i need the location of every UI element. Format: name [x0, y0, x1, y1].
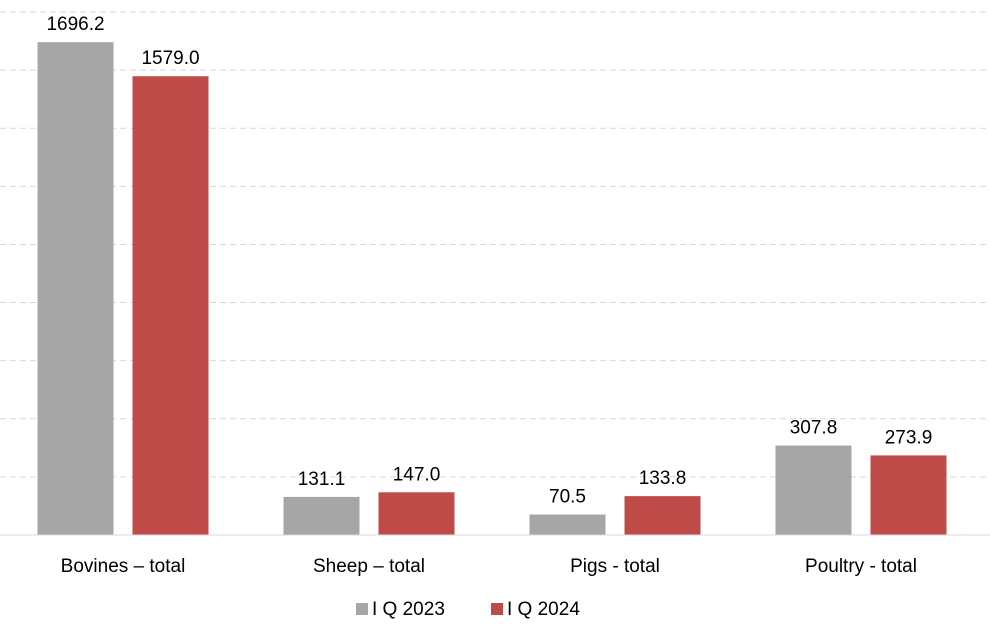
x-tick-label: Sheep – total	[313, 556, 425, 577]
bar-iq2023	[529, 514, 606, 535]
x-axis-tick-labels: Bovines – total Sheep – total Pigs - total…	[61, 556, 917, 577]
data-labels: 1696.2 1579.0 131.1 147.0 70.5 133.8 307.8 273.…	[46, 14, 932, 507]
bar-iq2023	[283, 496, 360, 535]
x-tick-label: Poultry - total	[805, 556, 917, 577]
data-label: 133.8	[639, 468, 687, 489]
data-label: 273.9	[885, 427, 933, 448]
legend-swatch	[491, 603, 503, 615]
legend-label: I Q 2023	[372, 599, 445, 620]
legend-label: I Q 2024	[507, 599, 580, 620]
data-label: 147.0	[393, 464, 441, 485]
legend-swatch	[356, 603, 368, 615]
data-label: 131.1	[298, 469, 346, 490]
data-label: 307.8	[790, 418, 838, 439]
data-label: 70.5	[549, 487, 586, 508]
x-tick-label: Pigs - total	[570, 556, 660, 577]
data-label: 1696.2	[46, 14, 104, 35]
bars	[37, 42, 947, 536]
legend: I Q 2023 I Q 2024	[356, 599, 580, 620]
data-label: 1579.0	[141, 48, 199, 69]
x-tick-label: Bovines – total	[61, 556, 186, 577]
bar-iq2023	[775, 445, 852, 535]
bar-iq2024	[870, 455, 947, 535]
bar-iq2024	[132, 76, 209, 536]
bar-iq2023	[37, 42, 114, 535]
bar-iq2024	[378, 492, 455, 535]
bar-iq2024	[624, 496, 701, 535]
